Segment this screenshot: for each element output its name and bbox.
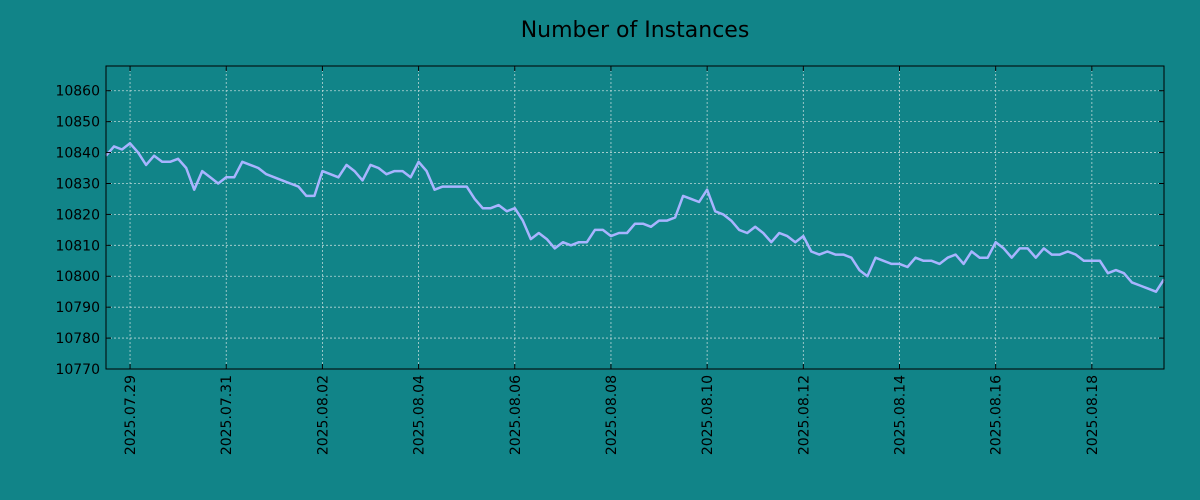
x-tick-label: 2025.08.18 — [1085, 375, 1101, 455]
series-line-0 — [105, 142, 1166, 293]
x-tick-label: 2025.08.04 — [412, 375, 428, 455]
y-tick-label: 10770 — [55, 362, 100, 378]
y-tick-label: 10840 — [55, 146, 100, 162]
y-axis: 10770 10780 10790 10800 10810 10820 10830 10840… — [55, 84, 1164, 378]
x-tick-label: 2025.08.08 — [604, 375, 620, 455]
x-tick-label: 2025.08.10 — [700, 375, 716, 455]
x-axis: 2025.07.29 2025.07.31 2025.08.02 2025.08.04… — [123, 66, 1101, 455]
x-tick-label: 2025.07.29 — [123, 375, 139, 455]
y-tick-label: 10850 — [55, 115, 100, 131]
y-tick-label: 10800 — [55, 269, 100, 285]
y-tick-label: 10790 — [55, 300, 100, 316]
x-tick-label: 2025.08.02 — [315, 375, 331, 455]
x-tick-label: 2025.08.14 — [893, 375, 909, 455]
grid-lines — [106, 66, 1164, 370]
y-tick-label: 10830 — [55, 176, 100, 192]
y-tick-label: 10820 — [55, 207, 100, 223]
x-tick-label: 2025.08.06 — [508, 375, 524, 455]
series-layer — [105, 142, 1166, 293]
y-tick-label: 10780 — [55, 331, 100, 347]
chart-title: Number of Instances — [521, 18, 750, 43]
y-tick-label: 10810 — [55, 238, 100, 254]
y-tick-label: 10860 — [55, 84, 100, 100]
x-tick-label: 2025.07.31 — [219, 375, 235, 455]
x-tick-label: 2025.08.12 — [796, 375, 812, 455]
x-tick-label: 2025.08.16 — [989, 375, 1005, 455]
plot-area-frame — [105, 65, 1165, 370]
